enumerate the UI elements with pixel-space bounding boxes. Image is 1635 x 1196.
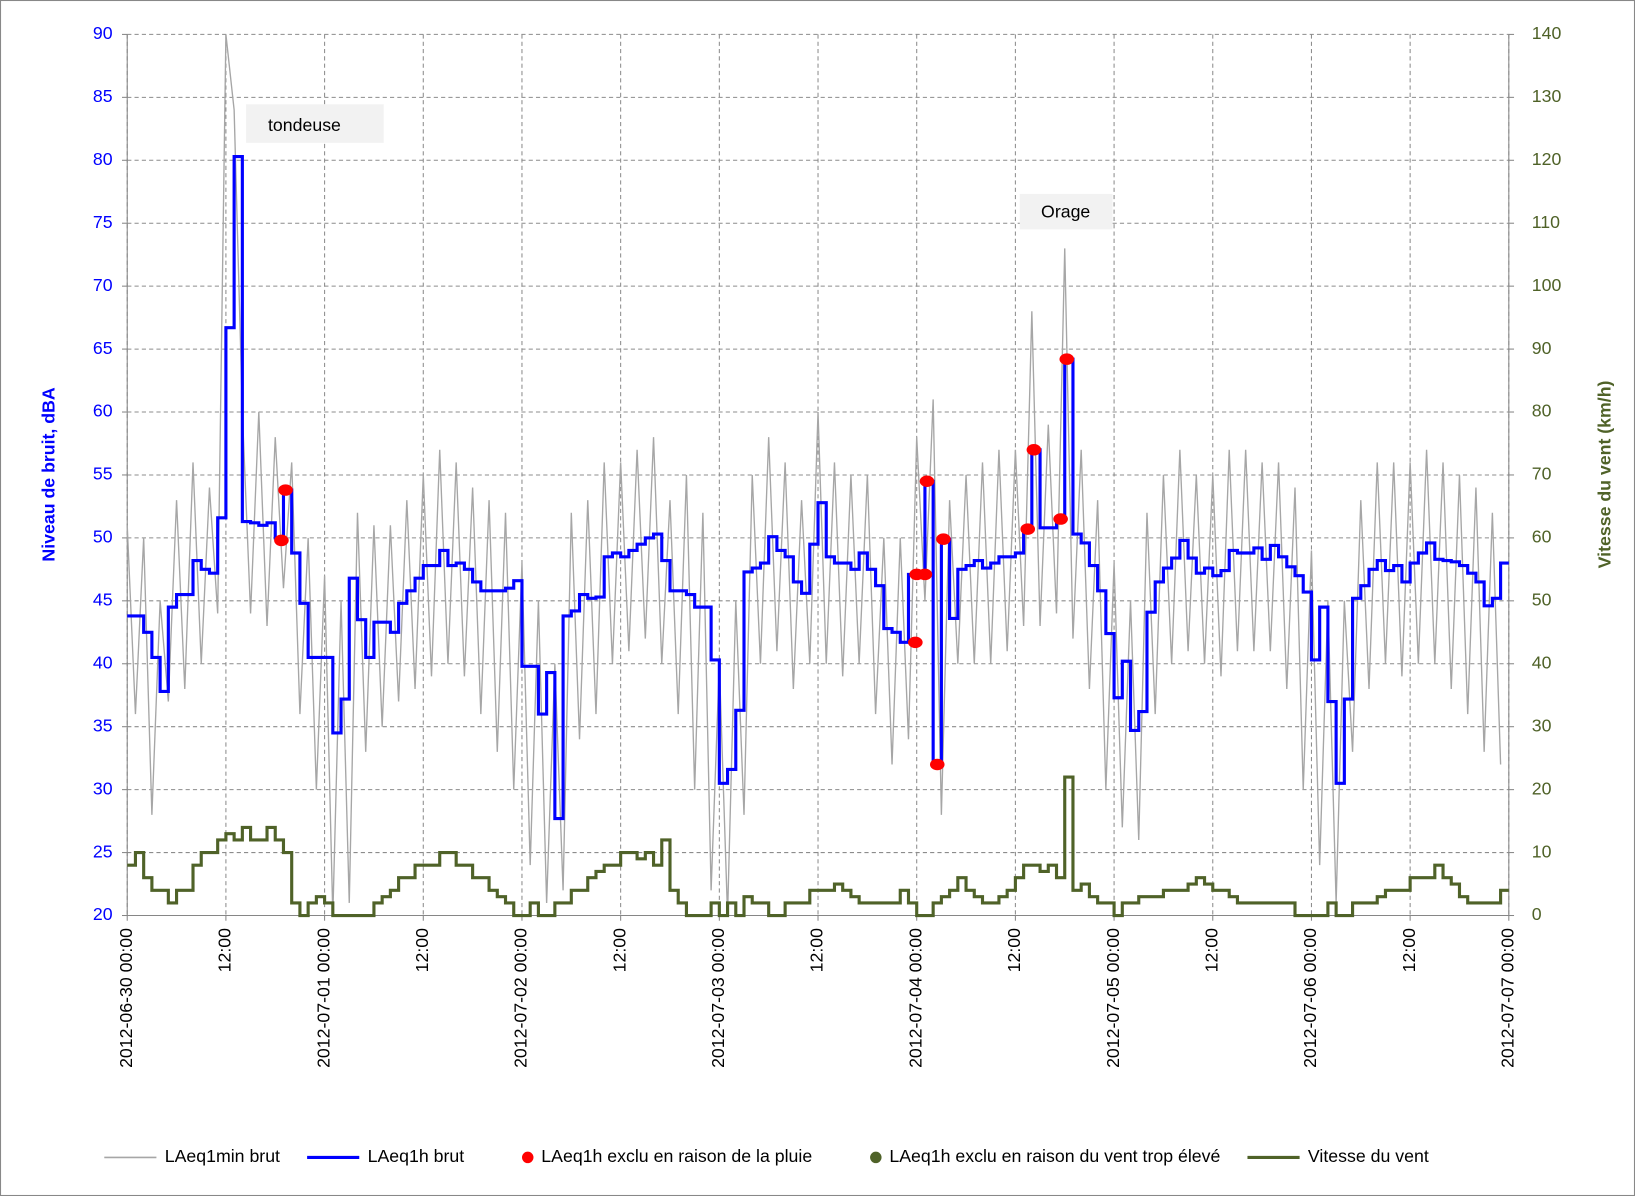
y-tick-label: 25 bbox=[93, 841, 113, 861]
y2-tick-label: 140 bbox=[1532, 23, 1562, 43]
legend-label: LAeq1h exclu en raison du vent trop élev… bbox=[889, 1146, 1220, 1166]
y-tick-label: 80 bbox=[93, 149, 113, 169]
x-tick-label: 2012-07-07 00:00 bbox=[1498, 928, 1518, 1068]
data-point bbox=[1020, 523, 1036, 535]
data-point bbox=[908, 636, 923, 649]
y-tick-label: 40 bbox=[93, 652, 113, 672]
legend-label: LAeq1min brut bbox=[165, 1146, 280, 1166]
x-tick-label: 2012-07-05 00:00 bbox=[1103, 928, 1123, 1068]
data-point bbox=[274, 534, 289, 547]
y2-tick-label: 10 bbox=[1532, 841, 1552, 861]
x-tick-label: 12:00 bbox=[1004, 928, 1024, 972]
y2-tick-label: 120 bbox=[1532, 149, 1562, 169]
x-tick-label: 12:00 bbox=[1201, 928, 1221, 972]
y2-tick-label: 100 bbox=[1532, 275, 1562, 295]
annotation: tondeuse bbox=[268, 115, 341, 135]
y-tick-label: 55 bbox=[93, 464, 113, 484]
legend-marker bbox=[522, 1151, 534, 1164]
data-point bbox=[936, 533, 951, 545]
y-tick-label: 35 bbox=[93, 715, 113, 735]
legend-marker bbox=[870, 1151, 882, 1164]
y2-axis-label: Vitesse du vent (km/h) bbox=[1594, 380, 1614, 568]
y2-tick-label: 40 bbox=[1532, 652, 1552, 672]
data-point bbox=[1026, 444, 1042, 456]
y2-tick-label: 110 bbox=[1532, 212, 1560, 232]
x-tick-label: 2012-07-06 00:00 bbox=[1300, 928, 1320, 1068]
data-point bbox=[917, 568, 933, 581]
annotation-box bbox=[246, 104, 384, 143]
data-point bbox=[278, 484, 293, 496]
x-tick-label: 12:00 bbox=[1399, 928, 1419, 972]
annotation: Orage bbox=[1041, 201, 1090, 221]
y2-tick-label: 130 bbox=[1532, 86, 1562, 106]
y-tick-label: 60 bbox=[93, 401, 113, 421]
x-tick-label: 2012-07-04 00:00 bbox=[905, 928, 925, 1068]
annotation-box bbox=[1019, 193, 1113, 230]
x-tick-label: 12:00 bbox=[609, 928, 629, 972]
plot-area bbox=[122, 33, 1515, 921]
data-point bbox=[1059, 353, 1075, 365]
legend-label: LAeq1h brut bbox=[368, 1146, 465, 1166]
y-tick-label: 45 bbox=[93, 590, 113, 610]
y-tick-label: 20 bbox=[93, 904, 113, 924]
x-tick-label: 2012-07-01 00:00 bbox=[313, 928, 333, 1068]
y-tick-label: 75 bbox=[93, 212, 113, 232]
data-point bbox=[919, 475, 935, 487]
y-tick-label: 85 bbox=[93, 86, 113, 106]
y2-tick-label: 70 bbox=[1532, 464, 1552, 484]
y2-tick-label: 60 bbox=[1532, 527, 1552, 547]
data-point bbox=[1053, 513, 1068, 525]
data-point bbox=[929, 758, 945, 771]
y2-tick-label: 80 bbox=[1532, 401, 1552, 421]
x-tick-label: 2012-07-03 00:00 bbox=[708, 928, 728, 1068]
y-tick-label: 90 bbox=[93, 23, 113, 43]
x-tick-label: 2012-07-02 00:00 bbox=[511, 928, 531, 1068]
y-tick-label: 70 bbox=[93, 275, 113, 295]
x-tick-label: 12:00 bbox=[215, 928, 235, 972]
step-line bbox=[127, 775, 1509, 918]
legend-label: LAeq1h exclu en raison de la pluie bbox=[541, 1146, 812, 1166]
y2-tick-label: 90 bbox=[1532, 338, 1552, 358]
y-axis-label: Niveau de bruit, dBA bbox=[39, 387, 59, 561]
y2-tick-label: 0 bbox=[1532, 904, 1542, 924]
x-tick-label: 12:00 bbox=[807, 928, 827, 972]
y2-tick-label: 30 bbox=[1532, 715, 1552, 735]
y2-tick-label: 50 bbox=[1532, 590, 1552, 610]
legend-label: Vitesse du vent bbox=[1308, 1146, 1429, 1166]
y2-tick-label: 20 bbox=[1532, 778, 1552, 798]
x-tick-label: 12:00 bbox=[412, 928, 432, 972]
x-tick-label: 2012-06-30 00:00 bbox=[116, 928, 136, 1068]
y-tick-label: 30 bbox=[93, 778, 113, 798]
step-line bbox=[127, 154, 1509, 821]
y-tick-label: 65 bbox=[93, 338, 113, 358]
y-tick-label: 50 bbox=[93, 527, 113, 547]
